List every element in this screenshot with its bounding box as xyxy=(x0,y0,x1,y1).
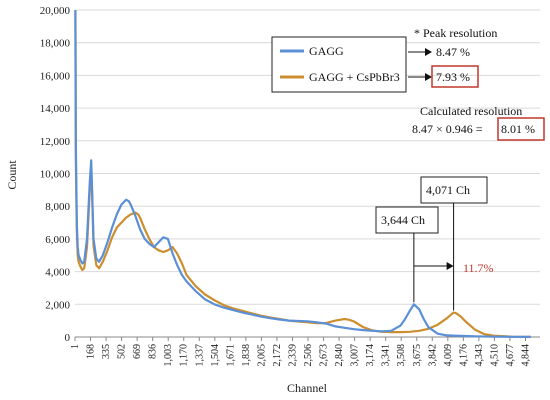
x-tick-label: 669 xyxy=(132,344,143,359)
calculated-resolution-box xyxy=(497,117,545,141)
calculated-resolution-annotation: Calculated resolution 8.47 × 0.946 = 8.0… xyxy=(412,104,545,141)
peak-resolution-heading: * Peak resolution xyxy=(414,26,497,40)
peak2-callout-box xyxy=(420,176,488,204)
y-tick-label: 8,000 xyxy=(45,201,70,213)
x-tick-label: 1,170 xyxy=(179,344,190,367)
cspbbr3-resolution-value: 7.93 % xyxy=(436,70,470,84)
peak-shift-label: 11.7% xyxy=(463,261,494,275)
peak-resolution-annotation: * Peak resolution 8.47 % 7.93 % xyxy=(408,26,497,88)
x-tick-label: 3,007 xyxy=(350,344,361,367)
y-tick-label: 4,000 xyxy=(45,267,70,279)
legend-label-gagg: GAGG xyxy=(309,44,344,58)
peak1-callout-label: 3,644 Ch xyxy=(381,213,425,227)
x-tick-label: 4,677 xyxy=(505,344,516,367)
y-tick-label: 6,000 xyxy=(45,234,70,246)
x-tick-label: 1,003 xyxy=(163,344,174,367)
x-tick-label: 1,671 xyxy=(225,344,236,367)
peak-callouts: 3,644 Ch 4,071 Ch 11.7% xyxy=(375,176,494,311)
x-tick-label: 3,174 xyxy=(365,344,376,367)
x-tick-label: 3,341 xyxy=(381,344,392,367)
y-tick-label: 10,000 xyxy=(40,169,71,181)
x-tick-label: 1,504 xyxy=(210,344,221,367)
x-tick-label: 2,673 xyxy=(319,344,330,367)
y-tick-label: 14,000 xyxy=(40,103,71,115)
calculated-resolution-value: 8.01 % xyxy=(501,122,535,136)
x-axis-title: Channel xyxy=(287,381,328,395)
x-tick-label: 3,842 xyxy=(427,344,438,367)
legend-label-cspbbr3: GAGG + CsPbBr3 xyxy=(309,70,400,84)
y-axis-title: Count xyxy=(5,160,19,190)
y-tick-label: 20,000 xyxy=(40,5,71,17)
x-tick-label: 2,005 xyxy=(256,344,267,367)
x-tick-label: 335 xyxy=(101,344,112,359)
y-axis: 0 2,000 4,000 6,000 8,000 10,000 12,000 14,000 1… xyxy=(40,5,71,344)
x-tick-label: 4,009 xyxy=(443,344,454,367)
x-tick-label: 3,675 xyxy=(412,344,423,367)
y-tick-label: 12,000 xyxy=(40,136,71,148)
gagg-resolution-value: 8.47 % xyxy=(436,45,470,59)
x-tick-label: 2,172 xyxy=(272,344,283,367)
x-tick-label: 1,337 xyxy=(194,344,205,367)
x-axis: 1 168 335 502 669 836 1,003 1,170 1,337 1,504 1,67… xyxy=(70,337,531,367)
cspbbr3-resolution-box xyxy=(431,65,479,88)
x-tick-label: 836 xyxy=(148,344,159,359)
peak2-callout-label: 4,071 Ch xyxy=(426,183,470,197)
x-tick-label: 3,508 xyxy=(396,344,407,367)
arrow-cspbbr3-head xyxy=(425,73,432,81)
x-tick-label: 4,343 xyxy=(474,344,485,367)
x-tick-label: 4,176 xyxy=(458,344,469,367)
x-tick-label: 4,844 xyxy=(520,344,531,367)
x-tick-label: 1,838 xyxy=(241,344,252,367)
x-tick-label: 502 xyxy=(117,344,128,359)
x-tick-label: 168 xyxy=(86,344,97,359)
x-tick-label: 2,506 xyxy=(303,344,314,367)
x-tick-label: 2,840 xyxy=(334,344,345,367)
x-tick-label: 2,339 xyxy=(287,344,298,367)
series-line-gagg xyxy=(74,9,531,338)
legend-box xyxy=(271,36,407,93)
calculated-resolution-expression: 8.47 × 0.946 = xyxy=(412,122,483,136)
calculated-resolution-heading: Calculated resolution xyxy=(420,104,522,118)
x-tick-label: 4,510 xyxy=(489,344,500,367)
peak-shift-arrow-head xyxy=(446,262,454,270)
peak1-callout-box xyxy=(375,206,439,234)
y-tick-label: 18,000 xyxy=(40,38,71,50)
series-lines xyxy=(74,9,531,338)
x-tick-label: 1 xyxy=(70,344,81,349)
y-tick-label: 2,000 xyxy=(45,299,70,311)
y-tick-label: 0 xyxy=(65,332,71,344)
y-tick-label: 16,000 xyxy=(40,70,71,82)
legend: GAGG GAGG + CsPbBr3 xyxy=(271,36,407,93)
arrow-gagg-head xyxy=(425,48,432,56)
